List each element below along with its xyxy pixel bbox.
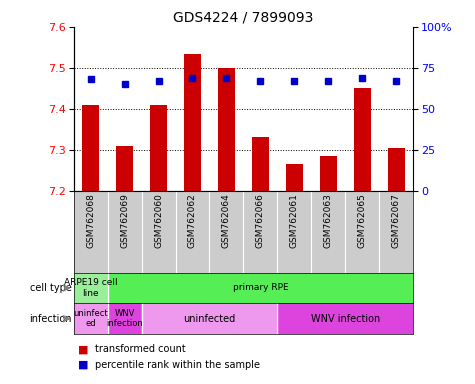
Text: cell type: cell type bbox=[30, 283, 72, 293]
Text: GSM762061: GSM762061 bbox=[290, 193, 299, 248]
Text: uninfected: uninfected bbox=[183, 314, 236, 324]
Text: WNV infection: WNV infection bbox=[311, 314, 380, 324]
Bar bbox=[107, 303, 142, 334]
Bar bbox=[150, 105, 167, 191]
Bar bbox=[116, 146, 133, 191]
Text: uninfect
ed: uninfect ed bbox=[73, 309, 108, 328]
Text: transformed count: transformed count bbox=[95, 344, 186, 354]
Bar bbox=[286, 164, 303, 191]
Text: WNV
infection: WNV infection bbox=[106, 309, 143, 328]
Text: GSM762068: GSM762068 bbox=[86, 193, 95, 248]
Text: GSM762067: GSM762067 bbox=[392, 193, 401, 248]
Text: GSM762063: GSM762063 bbox=[324, 193, 333, 248]
Bar bbox=[354, 88, 371, 191]
Bar bbox=[74, 273, 107, 303]
Bar bbox=[82, 105, 99, 191]
Text: GSM762069: GSM762069 bbox=[120, 193, 129, 248]
Bar bbox=[142, 303, 277, 334]
Bar bbox=[388, 148, 405, 191]
Text: primary RPE: primary RPE bbox=[233, 283, 288, 293]
Bar bbox=[277, 303, 413, 334]
Title: GDS4224 / 7899093: GDS4224 / 7899093 bbox=[173, 10, 314, 24]
Text: ■: ■ bbox=[78, 344, 89, 354]
Text: percentile rank within the sample: percentile rank within the sample bbox=[95, 360, 260, 370]
Bar bbox=[184, 53, 201, 191]
Text: GSM762066: GSM762066 bbox=[256, 193, 265, 248]
Bar bbox=[320, 156, 337, 191]
Text: ARPE19 cell
line: ARPE19 cell line bbox=[64, 278, 117, 298]
Text: GSM762065: GSM762065 bbox=[358, 193, 367, 248]
Text: infection: infection bbox=[29, 314, 72, 324]
Text: GSM762060: GSM762060 bbox=[154, 193, 163, 248]
Bar bbox=[74, 303, 107, 334]
Text: GSM762062: GSM762062 bbox=[188, 193, 197, 248]
Text: ■: ■ bbox=[78, 360, 89, 370]
Bar bbox=[252, 137, 269, 191]
Text: GSM762064: GSM762064 bbox=[222, 193, 231, 248]
Bar bbox=[218, 68, 235, 191]
